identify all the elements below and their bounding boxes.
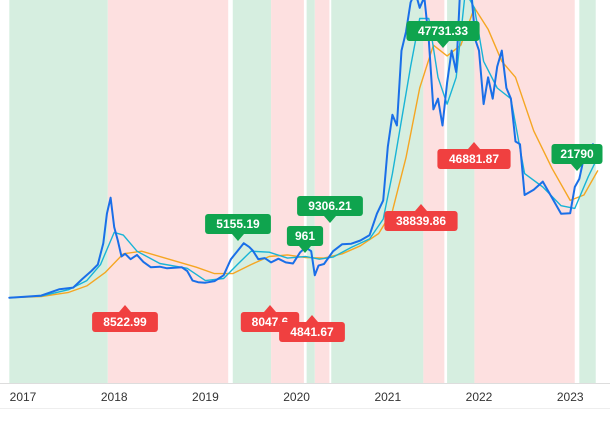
signal-pointer — [306, 315, 318, 322]
regime-band-buy-6 — [331, 0, 424, 383]
signal-value: 8522.99 — [103, 315, 147, 329]
signal-callout-buy: 961 — [286, 226, 324, 253]
signal-value: 38839.86 — [396, 214, 446, 228]
x-axis: 2017 2018 2019 2020 2021 2022 2023 — [0, 383, 610, 409]
signal-box — [279, 322, 345, 342]
signal-box — [406, 21, 480, 41]
signal-pointer — [119, 305, 131, 312]
signal-box — [297, 196, 363, 216]
signal-value: 961 — [295, 229, 315, 243]
signal-box — [205, 214, 271, 234]
series-line-ma-fast — [8, 0, 599, 299]
signal-pointer — [232, 234, 244, 241]
signal-pointer — [468, 142, 480, 149]
regime-band-buy-0 — [9, 0, 108, 383]
signal-pointer — [324, 216, 336, 223]
regime-band-buy-8 — [447, 0, 475, 383]
signal-value: 5155.19 — [216, 217, 260, 231]
x-tick-label-2023: 2023 — [557, 390, 584, 404]
signal-callout-buy: 47731.33 — [406, 21, 480, 48]
series-line-price — [8, 0, 599, 299]
signal-box — [92, 312, 158, 332]
signal-callouts: 8522.995155.198047.69619306.214841.67388… — [92, 21, 603, 342]
regime-band-sell-7 — [423, 0, 445, 383]
x-tick-label-2020: 2020 — [283, 390, 310, 404]
signal-callout-sell: 4841.67 — [279, 315, 345, 342]
signal-pointer — [415, 204, 427, 211]
signal-value: 4841.67 — [290, 325, 334, 339]
signal-box — [437, 149, 511, 169]
signal-value: 47731.33 — [418, 24, 468, 38]
series-lines — [8, 0, 601, 299]
regime-band-buy-4 — [306, 0, 315, 383]
signal-value: 46881.87 — [449, 152, 499, 166]
signal-value: 21790 — [560, 147, 594, 161]
signal-pointer — [299, 246, 311, 253]
signal-pointer — [264, 305, 276, 312]
signal-callout-sell: 8522.99 — [92, 305, 158, 332]
x-tick-label-2019: 2019 — [192, 390, 219, 404]
signal-box — [551, 144, 603, 164]
series-line-ma-slow — [8, 7, 599, 299]
x-tick-label-2022: 2022 — [466, 390, 493, 404]
regime-band-sell-5 — [314, 0, 330, 383]
signal-pointer — [571, 164, 583, 171]
signal-callout-buy: 5155.19 — [205, 214, 271, 241]
x-tick-label-2021: 2021 — [374, 390, 401, 404]
signal-box — [384, 211, 458, 231]
x-tick-label-2017: 2017 — [10, 390, 37, 404]
regime-band-buy-10 — [579, 0, 596, 383]
regime-bands — [9, 0, 596, 383]
signal-callout-sell: 38839.86 — [384, 204, 458, 231]
signal-callout-buy: 21790 — [551, 144, 603, 171]
x-tick-label-2018: 2018 — [101, 390, 128, 404]
signal-callout-buy: 9306.21 — [297, 196, 363, 223]
signal-pointer — [437, 41, 449, 48]
signal-box — [286, 226, 324, 246]
signal-value: 9306.21 — [308, 199, 352, 213]
signal-callout-sell: 46881.87 — [437, 142, 511, 169]
